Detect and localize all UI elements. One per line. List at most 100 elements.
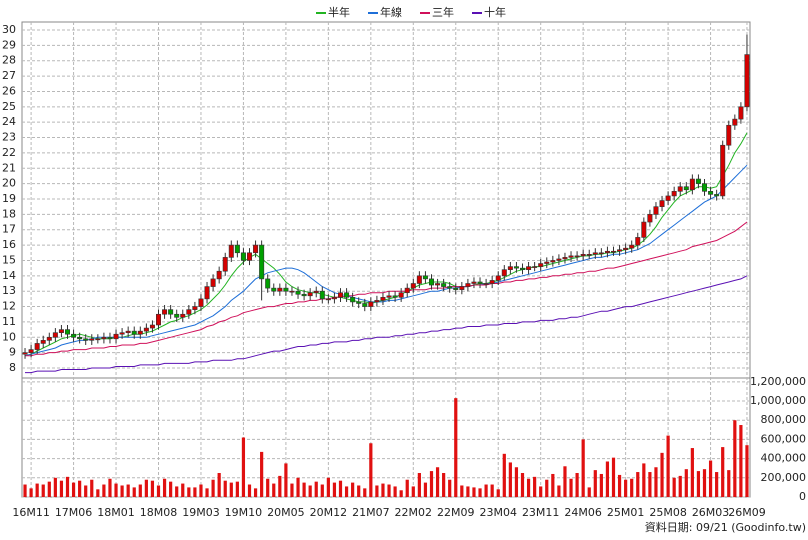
volume-bar [302,482,306,497]
volume-bar [551,473,555,497]
volume-bar [71,482,76,497]
volume-bar [23,484,27,497]
y-tick-label: 9 [9,346,16,359]
volume-bar [599,473,603,497]
candle-body [604,250,610,254]
candle-body [174,313,180,318]
volume-bar [357,485,361,497]
candle-body [125,330,131,333]
volume-bar [508,462,512,497]
candle-body [404,287,410,294]
volume-bar [405,479,409,497]
candle-body [544,261,550,264]
candle-body [726,124,732,146]
y2-tick-label: 1,200,000 [750,375,806,388]
volume-bar [332,482,337,497]
candle-body [325,298,331,301]
candle-body [192,306,198,310]
candle-body [89,338,95,341]
y-tick-label: 26 [2,84,16,97]
candle-body [386,295,392,298]
candle-body [416,275,422,284]
volume-bar [144,479,148,497]
volume-bar [217,473,221,497]
candle-body [337,292,343,298]
volume-bar [314,481,318,497]
candle-body [65,329,71,335]
y-tick-label: 15 [2,253,16,266]
volume-bar [211,479,215,497]
volume-bar [466,486,470,497]
candle-body [307,292,313,297]
candle-body [720,144,726,197]
volume-bar [739,425,743,497]
candle-body [659,200,665,207]
candle-body [271,287,277,292]
y-tick-label: 30 [2,23,16,36]
volume-bar [90,479,94,497]
candle-body [234,244,240,254]
ma-line [24,164,748,357]
volume-bar [460,485,464,497]
candle-body [623,247,629,251]
volume-bar [247,484,252,497]
candle-body [459,286,465,290]
y-tick-label: 23 [2,131,16,144]
candle-body [265,278,271,289]
candle-body [247,252,253,261]
volume-bar [617,474,622,497]
y-tick-label: 29 [2,38,16,51]
volume-bar [593,470,597,497]
x-tick-label: 25M08 [649,506,687,519]
candle-body [156,313,162,326]
volume-bar [138,484,142,497]
candle-body [665,195,671,201]
x-tick-label: 22M02 [395,506,433,519]
candle-body [586,254,592,256]
volume-bar [41,484,45,497]
y-tick-label: 21 [2,161,16,174]
y-tick-label: 28 [2,54,16,67]
candle-body [113,333,119,340]
candle-body [744,54,750,108]
candle-body [34,343,40,350]
volume-bar [223,480,227,497]
volume-bar [59,480,64,497]
x-tick-label: 26M09 [728,506,766,519]
candle-body [149,324,155,329]
x-tick-label: 19M10 [225,506,263,519]
volume-bar [35,483,39,497]
candle-body [483,283,489,285]
ma-line [25,221,748,357]
candle-body [180,313,186,318]
y2-tick-label: 0 [799,490,806,503]
candle-body [319,290,325,300]
candle-body [107,336,113,340]
volume-bar [363,488,367,497]
candle-body [592,252,598,255]
volume-bar [260,451,264,497]
y2-tick-label: 400,000 [761,452,807,465]
y-tick-label: 17 [2,223,16,236]
volume-bar [448,479,452,497]
volume-bar [563,466,567,497]
volume-bar [351,482,355,497]
volume-bar [326,477,330,497]
volume-bar [520,473,525,497]
volume-bar [369,443,373,497]
ma-line [25,275,748,374]
candle-body [629,244,635,249]
volume-bar [126,484,130,497]
volume-bar [435,467,440,497]
plot-frame [21,21,751,498]
volume-bar [338,480,343,497]
x-tick-label: 18M08 [140,506,178,519]
volume-bar [423,482,428,497]
x-tick-label: 24M06 [564,506,602,519]
x-tick-label: 19M03 [182,506,220,519]
x-tick-label: 23M04 [479,506,517,519]
volume-bar [454,398,458,497]
x-tick-label: 23M11 [522,506,560,519]
candle-body [95,338,101,341]
